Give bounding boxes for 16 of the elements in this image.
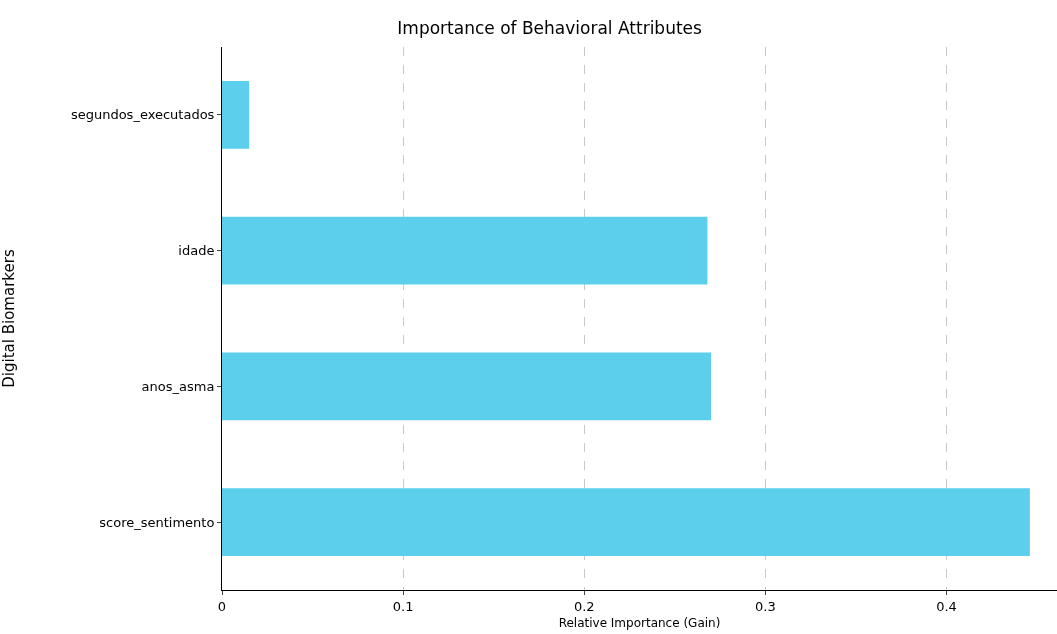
x-tick-label: 0.2 bbox=[573, 598, 595, 614]
y-tick-label: score_sentimento bbox=[99, 514, 215, 530]
y-tick-label: idade bbox=[178, 243, 215, 259]
chart-title: Importance of Behavioral Attributes bbox=[397, 18, 703, 39]
x-tick-label: 0.3 bbox=[755, 598, 776, 614]
bar bbox=[222, 488, 1030, 557]
bar bbox=[222, 352, 712, 421]
x-axis-title: Relative Importance (Gain) bbox=[558, 616, 721, 631]
y-tick-label: segundos_executados bbox=[70, 107, 215, 123]
x-tick-label: 0.4 bbox=[936, 598, 957, 614]
y-axis-title: Digital Biomarkers bbox=[0, 249, 18, 388]
x-tick-label: 0 bbox=[217, 598, 227, 614]
x-tick-label: 0.1 bbox=[392, 598, 414, 614]
bar bbox=[222, 216, 708, 285]
y-tick-label: anos_asma bbox=[141, 378, 215, 394]
bar bbox=[222, 80, 250, 149]
